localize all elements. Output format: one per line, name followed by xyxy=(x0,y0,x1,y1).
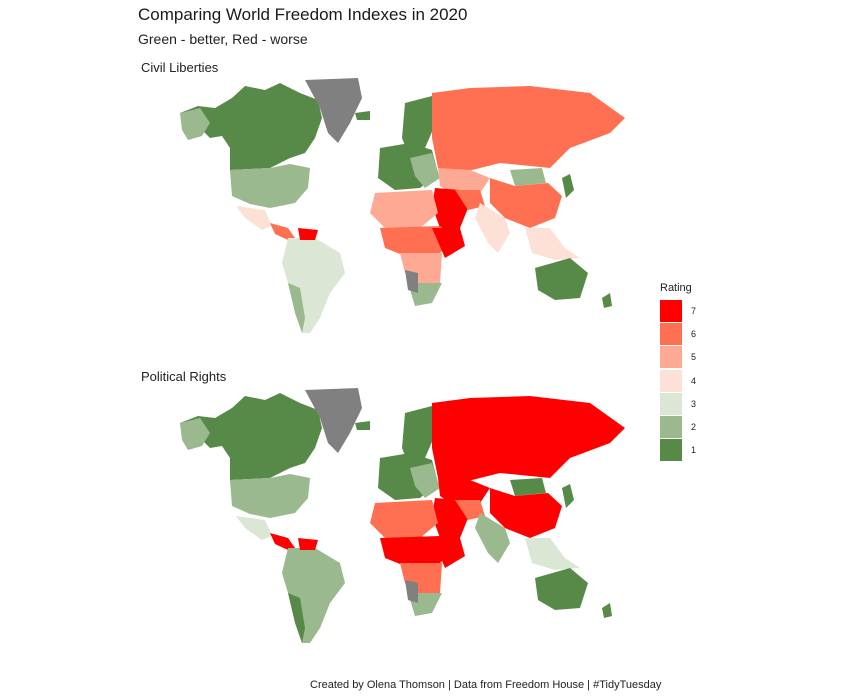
region-east-africa xyxy=(432,538,465,568)
region-iceland xyxy=(355,421,370,430)
region-north-africa xyxy=(370,500,438,538)
map-political-rights xyxy=(180,388,625,643)
region-china xyxy=(490,488,562,538)
region-australia xyxy=(535,258,588,300)
region-australia xyxy=(535,568,588,610)
region-central-asia xyxy=(438,478,490,506)
region-central-africa xyxy=(400,253,442,288)
legend-swatch xyxy=(660,392,682,415)
legend-label: 7 xyxy=(691,305,697,316)
region-central-america xyxy=(270,533,295,550)
region-south-america-west xyxy=(288,283,305,333)
region-east-africa xyxy=(432,228,465,258)
region-namibia xyxy=(405,580,418,603)
region-eastern-europe xyxy=(410,463,440,498)
region-mongolia xyxy=(510,168,546,186)
region-iran xyxy=(455,500,485,520)
legend-item: 5 xyxy=(660,346,696,369)
region-iceland xyxy=(355,111,370,120)
legend-swatch xyxy=(660,299,682,322)
region-new-zealand xyxy=(602,293,612,308)
region-namibia xyxy=(405,270,418,293)
region-mexico xyxy=(236,206,272,230)
legend-label: 6 xyxy=(691,328,697,339)
panel-label-civil-liberties: Civil Liberties xyxy=(141,60,219,75)
chart-subtitle: Green - better, Red - worse xyxy=(138,31,308,47)
region-iran xyxy=(455,190,485,210)
region-mexico xyxy=(236,516,272,540)
legend-label: 5 xyxy=(691,352,697,363)
legend-label: 4 xyxy=(691,375,697,386)
region-china xyxy=(490,178,562,228)
region-greenland xyxy=(305,78,362,143)
region-scandinavia xyxy=(402,96,438,158)
region-mongolia xyxy=(510,478,546,496)
region-venezuela xyxy=(298,538,318,550)
legend-swatch xyxy=(660,346,682,369)
region-scandinavia xyxy=(402,406,438,468)
legend-label: 3 xyxy=(691,398,697,409)
region-usa xyxy=(230,474,310,518)
caption: Created by Olena Thomson | Data from Fre… xyxy=(310,679,662,691)
region-southeast-asia xyxy=(525,538,580,570)
legend-item: 6 xyxy=(660,322,696,345)
chart-title: Comparing World Freedom Indexes in 2020 xyxy=(138,5,468,24)
panel-label-political-rights: Political Rights xyxy=(141,369,227,384)
legend-label: 1 xyxy=(691,445,697,456)
legend-item: 7 xyxy=(660,299,696,322)
region-canada xyxy=(180,393,322,480)
region-central-america xyxy=(270,223,295,240)
legend: Rating 7 6 5 4 3 2 1 xyxy=(660,282,696,462)
region-venezuela xyxy=(298,228,318,240)
region-india xyxy=(475,513,510,563)
legend-label: 2 xyxy=(691,422,697,433)
legend-swatch xyxy=(660,439,682,462)
map-civil-liberties xyxy=(180,78,625,333)
region-eastern-europe xyxy=(410,153,440,188)
region-usa xyxy=(230,164,310,208)
region-north-africa xyxy=(370,190,438,228)
region-india xyxy=(475,203,510,253)
legend-title: Rating xyxy=(660,282,692,294)
legend-swatch xyxy=(660,416,682,439)
region-southeast-asia xyxy=(525,228,580,260)
legend-item: 3 xyxy=(660,392,696,415)
legend-item: 2 xyxy=(660,415,697,439)
legend-item: 4 xyxy=(660,369,696,392)
region-alaska xyxy=(180,418,210,450)
region-japan xyxy=(562,174,574,198)
legend-swatch xyxy=(660,369,682,392)
region-greenland xyxy=(305,388,362,453)
region-russia xyxy=(432,86,625,173)
region-new-zealand xyxy=(602,603,612,618)
legend-items: 7 6 5 4 3 2 1 xyxy=(660,299,696,462)
legend-item: 1 xyxy=(660,439,696,462)
legend-swatch xyxy=(660,322,682,345)
region-south-america-west xyxy=(288,593,305,643)
region-japan xyxy=(562,484,574,508)
region-russia xyxy=(432,396,625,483)
region-central-africa xyxy=(400,563,442,598)
region-canada xyxy=(180,83,322,170)
region-central-asia xyxy=(438,168,490,196)
region-alaska xyxy=(180,108,210,140)
